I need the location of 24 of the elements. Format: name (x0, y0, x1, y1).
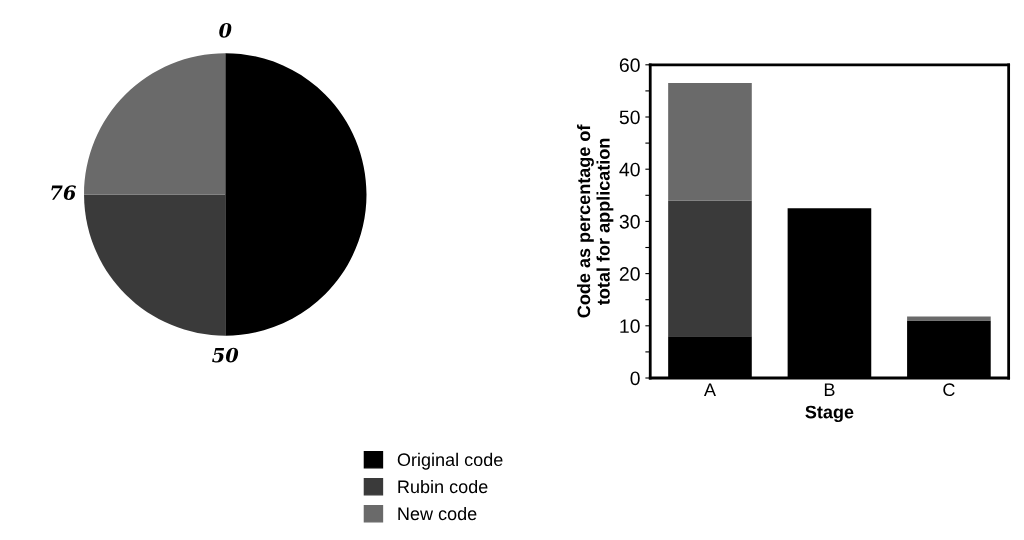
text: 0 (219, 22, 232, 38)
legend-label: New code (398, 506, 477, 521)
y-tick-label: 50 (619, 110, 640, 125)
bar (907, 316, 991, 321)
y-tick-label: 0 (630, 371, 640, 386)
pie-slice (225, 53, 367, 336)
text: 76 (51, 185, 76, 201)
y-tick-label: 10 (620, 319, 640, 334)
x-tick-label: A (703, 383, 716, 396)
y-tick-label: 30 (619, 214, 640, 229)
x-tick-label: B (824, 383, 835, 396)
bar (668, 200, 752, 337)
y-tick-label: 20 (619, 267, 640, 281)
bar (668, 83, 752, 201)
legend-label: Original code (397, 452, 503, 470)
x-tick-label: C (943, 383, 955, 397)
text: 50 (212, 347, 239, 363)
y-axis-title: Code as percentage of total for application (576, 124, 614, 318)
pie-slice (84, 194, 226, 336)
y-tick-label: 40 (619, 162, 640, 177)
legend-label: Rubin code (398, 479, 488, 494)
pie-slice (84, 53, 226, 195)
y-tick-label: 60 (619, 58, 640, 73)
x-axis-title: Stage (805, 405, 854, 423)
